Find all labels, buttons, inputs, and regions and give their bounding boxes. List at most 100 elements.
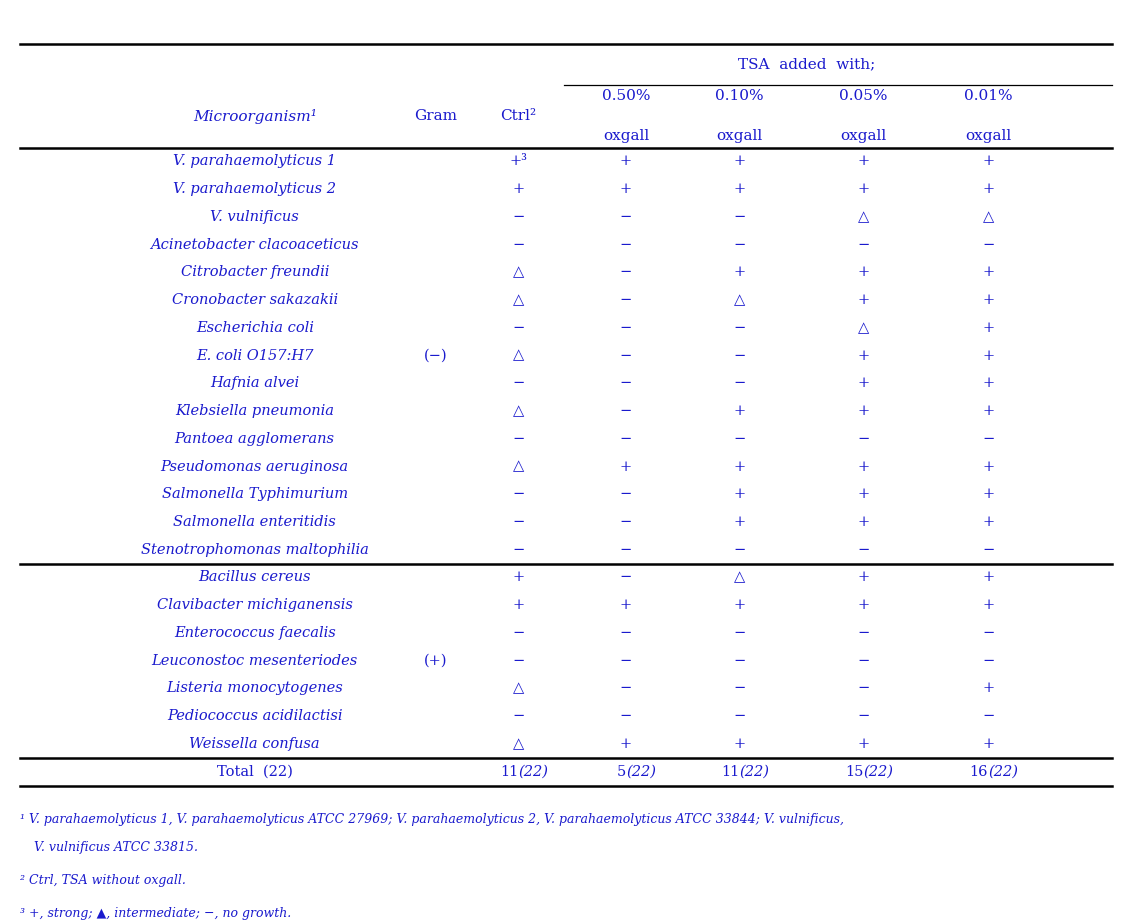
Text: −: − (620, 515, 632, 529)
Text: +: + (983, 487, 994, 502)
Text: Hafnia alvei: Hafnia alvei (211, 376, 299, 390)
Text: −: − (858, 681, 869, 695)
Text: −: − (513, 238, 524, 252)
Text: △: △ (983, 210, 994, 224)
Text: V. parahaemolyticus 1: V. parahaemolyticus 1 (173, 154, 336, 169)
Text: +: + (983, 293, 994, 307)
Text: Klebsiella pneumonia: Klebsiella pneumonia (175, 404, 334, 418)
Text: +: + (513, 183, 524, 196)
Text: +: + (734, 183, 745, 196)
Text: +: + (734, 459, 745, 474)
Text: +: + (734, 266, 745, 279)
Text: +: + (858, 571, 869, 585)
Text: 15: 15 (846, 764, 864, 779)
Text: Pantoea agglomerans: Pantoea agglomerans (174, 431, 335, 446)
Text: −: − (734, 626, 745, 640)
Text: (22): (22) (988, 764, 1019, 779)
Text: +: + (983, 515, 994, 529)
Text: Gram: Gram (414, 109, 457, 124)
Text: +: + (734, 154, 745, 169)
Text: +: + (983, 737, 994, 751)
Text: −: − (983, 431, 994, 446)
Text: △: △ (513, 349, 524, 362)
Text: −: − (620, 709, 632, 723)
Text: +: + (858, 737, 869, 751)
Text: △: △ (734, 571, 745, 585)
Text: E. coli O157:H7: E. coli O157:H7 (196, 349, 314, 362)
Text: V. vulnificus: V. vulnificus (211, 210, 299, 224)
Text: −: − (513, 321, 524, 335)
Text: −: − (734, 238, 745, 252)
Text: (22): (22) (518, 764, 549, 779)
Text: −: − (620, 404, 632, 418)
Text: Bacillus cereus: Bacillus cereus (198, 571, 311, 585)
Text: −: − (513, 515, 524, 529)
Text: −: − (983, 238, 994, 252)
Text: (−): (−) (424, 349, 447, 362)
Text: (22): (22) (626, 764, 657, 779)
Text: +: + (858, 183, 869, 196)
Text: Stenotrophomonas maltophilia: Stenotrophomonas maltophilia (140, 543, 369, 557)
Text: −: − (734, 349, 745, 362)
Text: −: − (620, 210, 632, 224)
Text: +: + (983, 376, 994, 390)
Text: +: + (858, 515, 869, 529)
Text: −: − (858, 238, 869, 252)
Text: 11: 11 (500, 764, 518, 779)
Text: 11: 11 (721, 764, 739, 779)
Text: +: + (620, 459, 632, 474)
Text: −: − (620, 376, 632, 390)
Text: +: + (983, 321, 994, 335)
Text: oxgall: oxgall (966, 129, 1011, 144)
Text: V. parahaemolyticus 2: V. parahaemolyticus 2 (173, 183, 336, 196)
Text: −: − (983, 543, 994, 557)
Text: △: △ (513, 681, 524, 695)
Text: 0.50%: 0.50% (602, 89, 650, 103)
Text: −: − (620, 293, 632, 307)
Text: Weissella confusa: Weissella confusa (189, 737, 320, 751)
Text: +: + (858, 154, 869, 169)
Text: +: + (620, 737, 632, 751)
Text: +: + (858, 349, 869, 362)
Text: Cronobacter sakazakii: Cronobacter sakazakii (172, 293, 337, 307)
Text: (22): (22) (739, 764, 770, 779)
Text: Total  (22): Total (22) (216, 764, 293, 779)
Text: 0.01%: 0.01% (964, 89, 1012, 103)
Text: 0.10%: 0.10% (715, 89, 763, 103)
Text: Listeria monocytogenes: Listeria monocytogenes (166, 681, 343, 695)
Text: +: + (983, 571, 994, 585)
Text: −: − (620, 543, 632, 557)
Text: −: − (734, 376, 745, 390)
Text: TSA  added  with;: TSA added with; (738, 57, 876, 72)
Text: +: + (858, 404, 869, 418)
Text: −: − (620, 681, 632, 695)
Text: −: − (620, 626, 632, 640)
Text: −: − (858, 709, 869, 723)
Text: −: − (513, 543, 524, 557)
Text: −: − (513, 626, 524, 640)
Text: +: + (858, 293, 869, 307)
Text: (+): (+) (424, 654, 447, 668)
Text: +: + (620, 598, 632, 612)
Text: V. vulnificus ATCC 33815.: V. vulnificus ATCC 33815. (34, 841, 198, 854)
Text: +: + (983, 183, 994, 196)
Text: oxgall: oxgall (603, 129, 649, 144)
Text: +³: +³ (509, 154, 528, 169)
Text: +: + (858, 376, 869, 390)
Text: −: − (983, 709, 994, 723)
Text: Clavibacter michiganensis: Clavibacter michiganensis (156, 598, 353, 612)
Text: 5: 5 (617, 764, 626, 779)
Text: +: + (734, 515, 745, 529)
Text: Pediococcus acidilactisi: Pediococcus acidilactisi (166, 709, 343, 723)
Text: △: △ (858, 210, 869, 224)
Text: Citrobacter freundii: Citrobacter freundii (180, 266, 329, 279)
Text: ¹ V. parahaemolyticus 1, V. parahaemolyticus ATCC 27969; V. parahaemolyticus 2, : ¹ V. parahaemolyticus 1, V. parahaemolyt… (20, 813, 844, 826)
Text: −: − (620, 238, 632, 252)
Text: +: + (983, 598, 994, 612)
Text: +: + (983, 681, 994, 695)
Text: 0.05%: 0.05% (840, 89, 887, 103)
Text: −: − (513, 709, 524, 723)
Text: +: + (620, 154, 632, 169)
Text: +: + (734, 404, 745, 418)
Text: △: △ (513, 266, 524, 279)
